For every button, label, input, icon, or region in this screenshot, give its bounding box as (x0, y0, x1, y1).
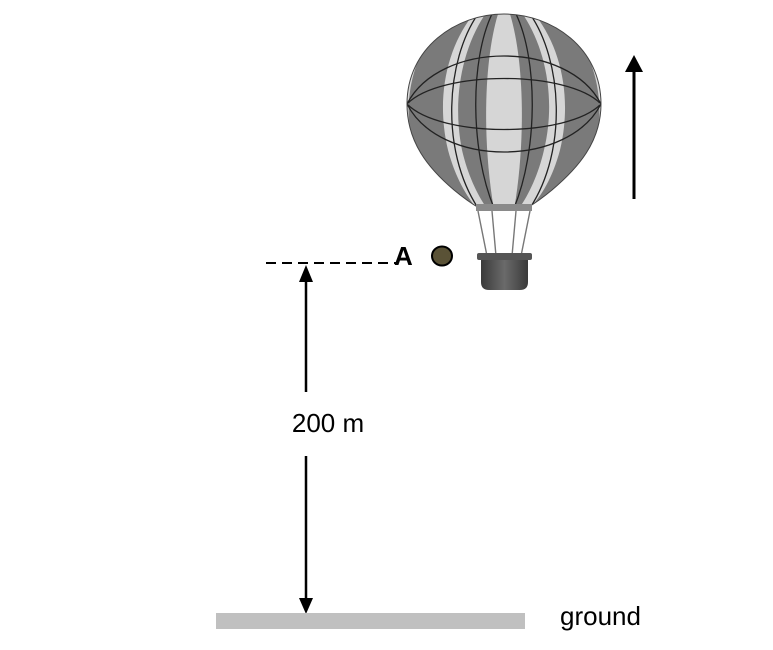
ground-label: ground (560, 601, 641, 631)
ground-surface (216, 613, 525, 629)
height-label: 200 m (292, 408, 364, 438)
point-a-label: A (394, 241, 413, 271)
hot-air-balloon-icon (406, 13, 602, 290)
released-object (431, 245, 453, 267)
height-dimension-arrow (299, 265, 313, 614)
up-arrow-icon (625, 55, 643, 199)
